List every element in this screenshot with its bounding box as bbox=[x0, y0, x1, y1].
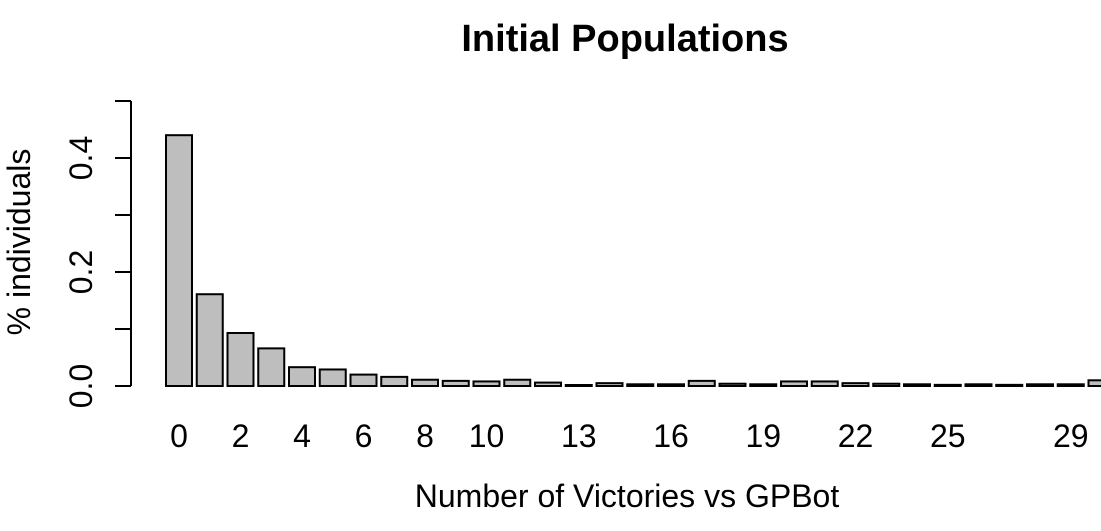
bar-26 bbox=[966, 384, 992, 386]
x-tick-label: 8 bbox=[416, 418, 434, 454]
bar-19 bbox=[750, 384, 776, 386]
bar-8 bbox=[412, 380, 438, 386]
bar-7 bbox=[381, 377, 407, 386]
x-tick-label: 19 bbox=[745, 418, 781, 454]
bar-24 bbox=[904, 384, 930, 386]
y-axis: 0.0 0.2 0.4 bbox=[63, 101, 131, 408]
bar-28 bbox=[1027, 384, 1053, 386]
bar-22 bbox=[843, 383, 869, 386]
bar-23 bbox=[873, 384, 899, 386]
bar-14 bbox=[597, 383, 623, 386]
bar-25 bbox=[935, 385, 961, 386]
x-tick-labels: 0 2 4 6 8 10 13 16 19 22 25 29 bbox=[170, 418, 1088, 454]
x-tick-label: 29 bbox=[1053, 418, 1089, 454]
bar-5 bbox=[320, 369, 346, 386]
bar-13 bbox=[566, 385, 592, 386]
bar-3 bbox=[258, 348, 284, 386]
bar-2 bbox=[228, 333, 254, 386]
y-axis-label: % individuals bbox=[1, 149, 37, 336]
bar-10 bbox=[474, 381, 500, 386]
bar-20 bbox=[781, 381, 807, 386]
bar-29 bbox=[1058, 384, 1084, 386]
bar-12 bbox=[535, 383, 561, 386]
x-tick-label: 6 bbox=[355, 418, 373, 454]
bar-9 bbox=[443, 381, 469, 386]
bar-1 bbox=[197, 294, 223, 386]
x-tick-label: 4 bbox=[293, 418, 311, 454]
bar-15 bbox=[627, 384, 653, 386]
x-tick-label: 2 bbox=[232, 418, 250, 454]
x-tick-label: 25 bbox=[930, 418, 966, 454]
x-tick-label: 0 bbox=[170, 418, 188, 454]
bars-group bbox=[166, 135, 1101, 386]
bar-18 bbox=[720, 384, 746, 386]
bar-16 bbox=[658, 384, 684, 386]
x-tick-label: 22 bbox=[838, 418, 874, 454]
chart-title: Initial Populations bbox=[461, 18, 788, 60]
bar-27 bbox=[996, 385, 1022, 386]
x-tick-label: 16 bbox=[653, 418, 689, 454]
x-tick-label: 13 bbox=[561, 418, 597, 454]
bar-0 bbox=[166, 135, 192, 386]
y-tick-label: 0.2 bbox=[63, 250, 99, 294]
bar-21 bbox=[812, 381, 838, 386]
bar-30 bbox=[1089, 380, 1101, 386]
bar-6 bbox=[351, 375, 377, 386]
y-tick-label: 0.4 bbox=[63, 136, 99, 180]
x-axis-label: Number of Victories vs GPBot bbox=[415, 478, 840, 514]
x-tick-label: 10 bbox=[469, 418, 505, 454]
y-tick-label: 0.0 bbox=[63, 364, 99, 408]
bar-17 bbox=[689, 381, 715, 386]
bar-11 bbox=[504, 380, 530, 386]
bar-4 bbox=[289, 367, 315, 386]
